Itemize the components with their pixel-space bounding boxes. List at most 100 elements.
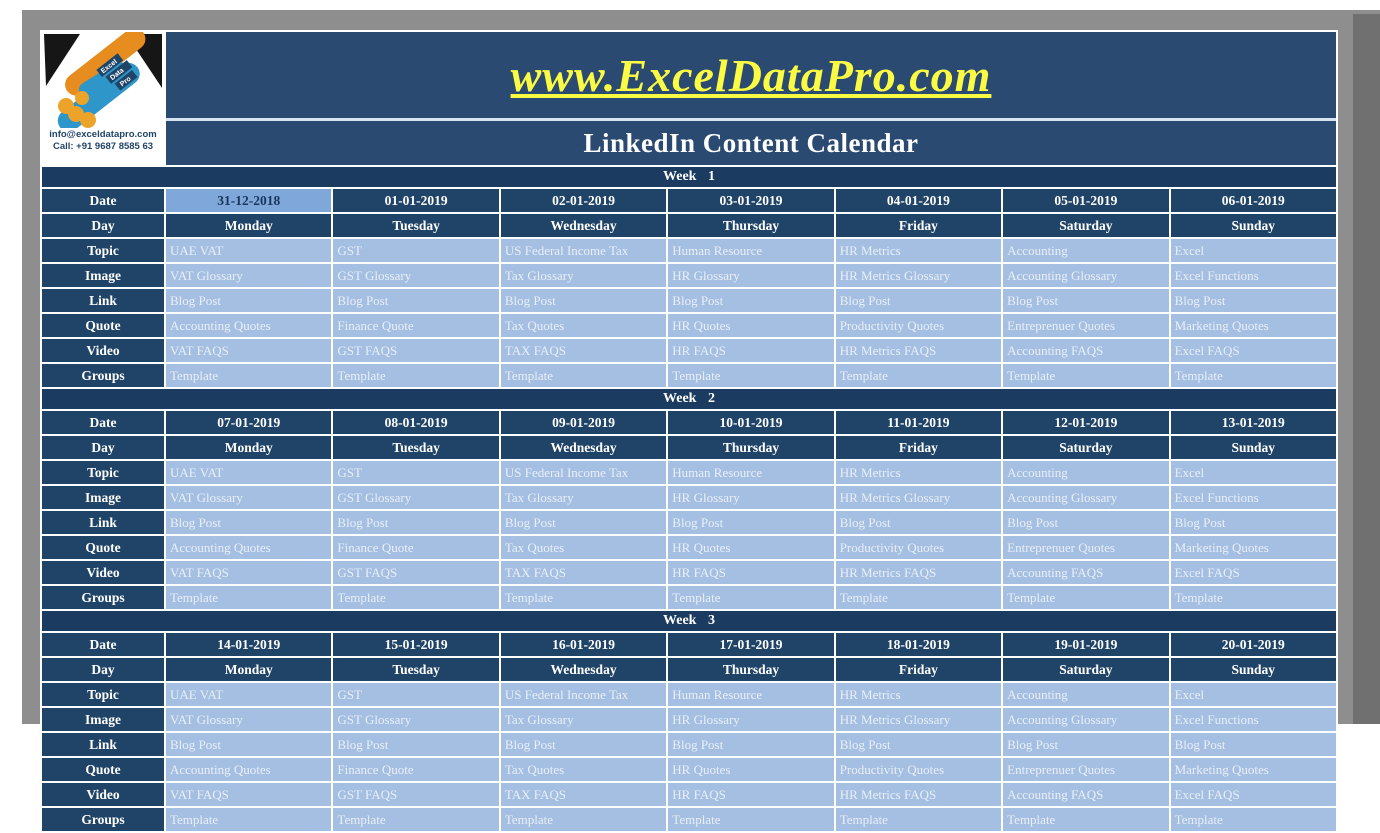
image-cell[interactable]: Excel Functions (1170, 264, 1336, 287)
day-cell[interactable]: Thursday (668, 214, 834, 237)
day-cell[interactable]: Sunday (1170, 436, 1336, 459)
day-cell[interactable]: Friday (835, 214, 1002, 237)
image-cell[interactable]: Excel Functions (1170, 486, 1336, 509)
topic-cell[interactable]: GST (333, 461, 499, 484)
video-cell[interactable]: VAT FAQS (166, 339, 332, 362)
quote-cell[interactable]: Entreprenuer Quotes (1003, 314, 1169, 337)
video-cell[interactable]: VAT FAQS (166, 561, 332, 584)
link-cell[interactable]: Blog Post (835, 511, 1002, 534)
groups-cell[interactable]: Template (1003, 586, 1169, 609)
date-cell[interactable]: 20-01-2019 (1170, 633, 1336, 656)
date-cell[interactable]: 01-01-2019 (333, 189, 499, 212)
date-cell[interactable]: 17-01-2019 (668, 633, 834, 656)
groups-cell[interactable]: Template (500, 364, 667, 387)
image-cell[interactable]: HR Glossary (668, 264, 834, 287)
groups-cell[interactable]: Template (835, 586, 1002, 609)
day-cell[interactable]: Friday (835, 436, 1002, 459)
link-cell[interactable]: Blog Post (166, 511, 332, 534)
day-cell[interactable]: Sunday (1170, 658, 1336, 681)
topic-cell[interactable]: US Federal Income Tax (500, 239, 667, 262)
day-cell[interactable]: Tuesday (333, 214, 499, 237)
day-cell[interactable]: Tuesday (333, 436, 499, 459)
day-cell[interactable]: Wednesday (500, 658, 667, 681)
quote-cell[interactable]: HR Quotes (668, 536, 834, 559)
quote-cell[interactable]: Entreprenuer Quotes (1003, 536, 1169, 559)
quote-cell[interactable]: Accounting Quotes (166, 758, 332, 781)
day-cell[interactable]: Thursday (668, 658, 834, 681)
quote-cell[interactable]: Accounting Quotes (166, 536, 332, 559)
image-cell[interactable]: GST Glossary (333, 486, 499, 509)
topic-cell[interactable]: Excel (1170, 461, 1336, 484)
video-cell[interactable]: HR FAQS (668, 339, 834, 362)
day-cell[interactable]: Sunday (1170, 214, 1336, 237)
link-cell[interactable]: Blog Post (1003, 289, 1169, 312)
date-cell[interactable]: 03-01-2019 (668, 189, 834, 212)
image-cell[interactable]: Accounting Glossary (1003, 264, 1169, 287)
date-cell[interactable]: 02-01-2019 (500, 189, 667, 212)
groups-cell[interactable]: Template (333, 364, 499, 387)
video-cell[interactable]: GST FAQS (333, 561, 499, 584)
quote-cell[interactable]: Marketing Quotes (1170, 314, 1336, 337)
image-cell[interactable]: Tax Glossary (500, 264, 667, 287)
date-cell[interactable]: 13-01-2019 (1170, 411, 1336, 434)
topic-cell[interactable]: Accounting (1003, 239, 1169, 262)
link-cell[interactable]: Blog Post (835, 289, 1002, 312)
date-cell[interactable]: 18-01-2019 (835, 633, 1002, 656)
quote-cell[interactable]: Tax Quotes (500, 758, 667, 781)
image-cell[interactable]: GST Glossary (333, 264, 499, 287)
quote-cell[interactable]: HR Quotes (668, 758, 834, 781)
link-cell[interactable]: Blog Post (1170, 289, 1336, 312)
quote-cell[interactable]: Productivity Quotes (835, 536, 1002, 559)
groups-cell[interactable]: Template (333, 586, 499, 609)
topic-cell[interactable]: HR Metrics (835, 683, 1002, 706)
topic-cell[interactable]: US Federal Income Tax (500, 461, 667, 484)
topic-cell[interactable]: Excel (1170, 683, 1336, 706)
quote-cell[interactable]: Accounting Quotes (166, 314, 332, 337)
groups-cell[interactable]: Template (333, 808, 499, 831)
day-cell[interactable]: Monday (166, 436, 332, 459)
link-cell[interactable]: Blog Post (166, 733, 332, 756)
video-cell[interactable]: HR Metrics FAQS (835, 783, 1002, 806)
groups-cell[interactable]: Template (668, 808, 834, 831)
date-cell[interactable]: 16-01-2019 (500, 633, 667, 656)
image-cell[interactable]: VAT Glossary (166, 708, 332, 731)
link-cell[interactable]: Blog Post (333, 289, 499, 312)
selected-date-cell[interactable]: 31-12-2018 (166, 189, 332, 212)
video-cell[interactable]: HR Metrics FAQS (835, 561, 1002, 584)
quote-cell[interactable]: Finance Quote (333, 536, 499, 559)
quote-cell[interactable]: Tax Quotes (500, 314, 667, 337)
date-cell[interactable]: 06-01-2019 (1170, 189, 1336, 212)
video-cell[interactable]: Accounting FAQS (1003, 339, 1169, 362)
quote-cell[interactable]: Productivity Quotes (835, 758, 1002, 781)
day-cell[interactable]: Wednesday (500, 214, 667, 237)
image-cell[interactable]: Accounting Glossary (1003, 708, 1169, 731)
image-cell[interactable]: Tax Glossary (500, 486, 667, 509)
link-cell[interactable]: Blog Post (166, 289, 332, 312)
day-cell[interactable]: Saturday (1003, 436, 1169, 459)
date-cell[interactable]: 15-01-2019 (333, 633, 499, 656)
quote-cell[interactable]: Finance Quote (333, 314, 499, 337)
image-cell[interactable]: Tax Glossary (500, 708, 667, 731)
groups-cell[interactable]: Template (1170, 586, 1336, 609)
date-cell[interactable]: 07-01-2019 (166, 411, 332, 434)
video-cell[interactable]: GST FAQS (333, 783, 499, 806)
link-cell[interactable]: Blog Post (668, 511, 834, 534)
image-cell[interactable]: Accounting Glossary (1003, 486, 1169, 509)
day-cell[interactable]: Friday (835, 658, 1002, 681)
website-link[interactable]: www.ExcelDataPro.com (510, 49, 992, 101)
groups-cell[interactable]: Template (668, 586, 834, 609)
video-cell[interactable]: Accounting FAQS (1003, 783, 1169, 806)
topic-cell[interactable]: Excel (1170, 239, 1336, 262)
groups-cell[interactable]: Template (835, 364, 1002, 387)
day-cell[interactable]: Monday (166, 214, 332, 237)
link-cell[interactable]: Blog Post (668, 733, 834, 756)
link-cell[interactable]: Blog Post (500, 733, 667, 756)
quote-cell[interactable]: Tax Quotes (500, 536, 667, 559)
image-cell[interactable]: HR Metrics Glossary (835, 264, 1002, 287)
video-cell[interactable]: Excel FAQS (1170, 561, 1336, 584)
topic-cell[interactable]: UAE VAT (166, 239, 332, 262)
day-cell[interactable]: Monday (166, 658, 332, 681)
groups-cell[interactable]: Template (668, 364, 834, 387)
groups-cell[interactable]: Template (835, 808, 1002, 831)
link-cell[interactable]: Blog Post (835, 733, 1002, 756)
